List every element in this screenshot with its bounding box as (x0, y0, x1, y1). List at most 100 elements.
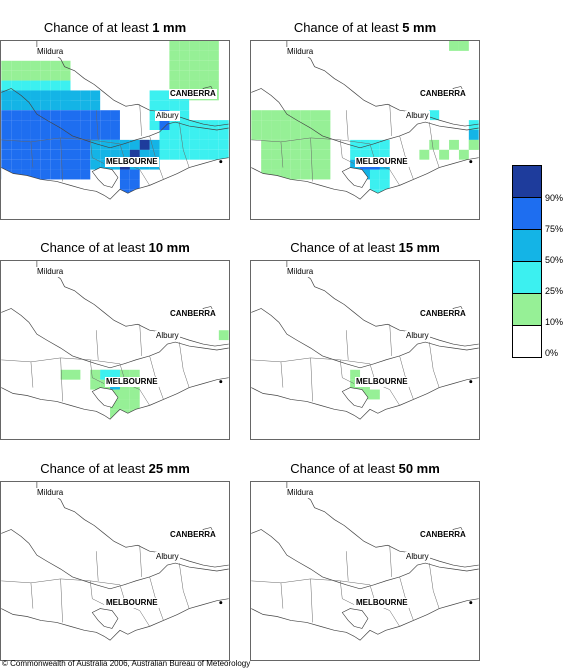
probability-cell (199, 149, 209, 160)
panel-title-25mm: Chance of at least 25 mm (40, 461, 190, 476)
probability-cell (350, 369, 361, 380)
probability-cell (189, 149, 200, 160)
legend-swatch-75 (512, 197, 542, 229)
probability-cell (60, 70, 71, 81)
probability-cell (350, 139, 361, 150)
probability-cell (30, 110, 41, 121)
map-panel-5mm: Mildura CANBERRA Albury MELBOURNE (250, 40, 480, 220)
probability-cell (80, 169, 91, 180)
murray-river (1, 88, 229, 149)
probability-cell (379, 139, 390, 150)
probability-cell (218, 149, 229, 160)
probability-cell (369, 169, 380, 180)
probability-cell (300, 139, 311, 150)
probability-cell (90, 149, 101, 160)
probability-cell (468, 130, 479, 140)
coastline (251, 157, 479, 200)
probability-cell (369, 149, 380, 160)
probability-cell (271, 139, 281, 150)
probability-cell (60, 139, 71, 150)
district-boundary (90, 139, 105, 164)
probability-cell (30, 169, 41, 180)
probability-cell (199, 130, 209, 140)
probability-cell (360, 149, 370, 160)
map-panel-10mm: Mildura CANBERRA Albury MELBOURNE (0, 260, 230, 440)
probability-cell (290, 159, 301, 170)
coastline (251, 598, 479, 641)
probability-cell (30, 149, 41, 160)
probability-cell (11, 159, 22, 170)
probability-cell (30, 100, 41, 111)
place-label-canberra: CANBERRA (169, 530, 217, 540)
place-label-canberra: CANBERRA (169, 309, 217, 319)
district-boundary (340, 139, 355, 164)
probability-cell (290, 120, 301, 130)
murray-river (1, 529, 229, 590)
probability-cell (251, 120, 262, 130)
probability-cell (300, 169, 311, 180)
probability-cell (458, 149, 469, 160)
coastline (1, 157, 229, 200)
probability-cell (129, 399, 140, 410)
probability-cell (320, 169, 331, 180)
murray-river (251, 308, 479, 369)
district-boundary (90, 580, 105, 605)
probability-cell (169, 50, 180, 61)
probability-cell (159, 149, 170, 160)
probability-cell (11, 60, 22, 71)
probability-cell (189, 41, 200, 51)
probability-cell (11, 90, 22, 101)
probability-cell (30, 130, 41, 140)
probability-cell (429, 110, 440, 121)
murray-river (1, 308, 229, 369)
probability-cell (90, 100, 101, 111)
probability-cell (40, 70, 51, 81)
probability-cell (261, 120, 272, 130)
probability-cell (261, 139, 272, 150)
probability-cell (208, 120, 219, 130)
probability-cell (1, 139, 12, 150)
probability-cell (360, 139, 370, 150)
probability-cell (458, 41, 469, 51)
place-label-albury: Albury (155, 552, 180, 562)
probability-cell (320, 120, 331, 130)
gabo-island-marker (219, 160, 223, 164)
probability-cell (449, 41, 459, 51)
probability-cell (90, 379, 101, 390)
probability-cell (320, 130, 331, 140)
probability-cell (110, 110, 120, 121)
district-boundary (60, 357, 63, 402)
probability-cell (379, 169, 390, 180)
probability-cell (179, 60, 190, 71)
probability-cell (199, 60, 209, 71)
district-boundary (389, 545, 392, 577)
probability-cell (1, 70, 12, 81)
probability-cell (50, 90, 61, 101)
probability-cell (11, 110, 22, 121)
district-boundary (95, 551, 99, 581)
probability-cell (320, 110, 331, 121)
probability-cell (208, 50, 219, 61)
probability-cell (80, 149, 91, 160)
sea-area (1, 598, 229, 660)
probability-cell (60, 80, 71, 91)
probability-cell (100, 120, 111, 130)
probability-cell (11, 80, 22, 91)
probability-cell (30, 80, 41, 91)
probability-cell (90, 90, 101, 101)
district-boundary (60, 137, 63, 182)
probability-cell (129, 139, 140, 150)
probability-cell (30, 90, 41, 101)
probability-cell (40, 120, 51, 130)
probability-cell (100, 369, 111, 380)
probability-cell (189, 120, 200, 130)
legend-label-90: 90% (545, 193, 564, 203)
probability-cell (21, 130, 31, 140)
port-phillip-bay (341, 167, 369, 188)
probability-cell (40, 159, 51, 170)
probability-cell (189, 80, 200, 91)
probability-cell (208, 80, 219, 91)
probability-cell (110, 369, 120, 380)
probability-cell (149, 120, 160, 130)
probability-cell (179, 100, 190, 111)
